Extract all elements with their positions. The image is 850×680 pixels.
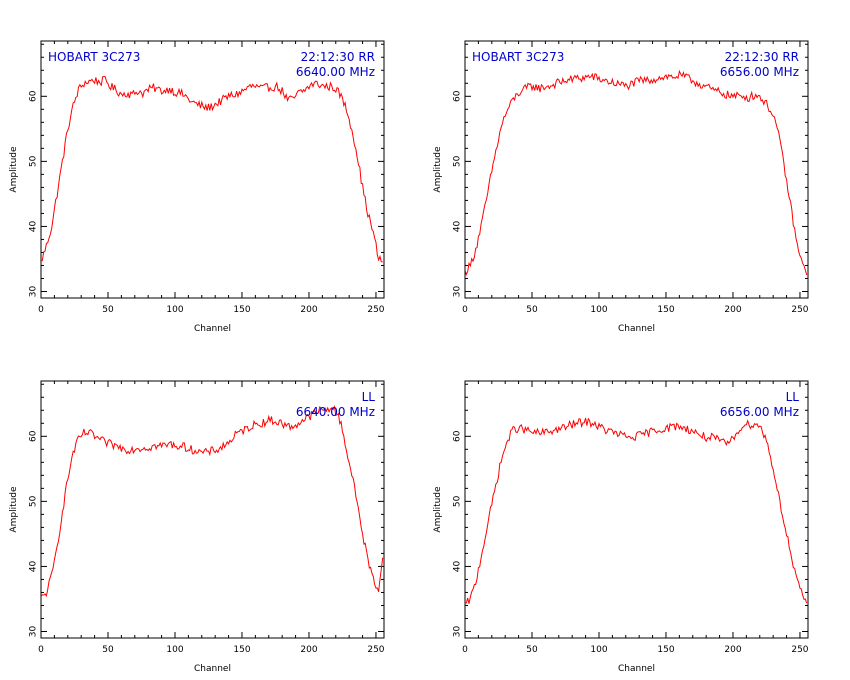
y-tick-label: 30 <box>453 285 463 297</box>
chart-panel-3: 0 50 100 150 200 250 30 40 50 60 Channel Amplitude L… <box>9 380 385 674</box>
chart-panel-1: 0 50 100 150 200 250 30 40 50 60 Channel Amplitude H… <box>9 40 385 334</box>
x-tick-label: 200 <box>724 645 741 655</box>
y-axis-label: Amplitude <box>433 146 443 193</box>
x-tick-label: 0 <box>38 645 44 655</box>
x-tick-label: 0 <box>38 305 44 315</box>
frequency-label: 6656.00 MHz <box>720 405 799 419</box>
y-axis-label: Amplitude <box>9 146 19 193</box>
y-tick-label: 50 <box>29 155 39 167</box>
plot-frame <box>40 40 385 299</box>
plot-frame <box>464 380 809 639</box>
spectrum-series-line <box>465 417 808 604</box>
x-tick-label: 0 <box>462 305 468 315</box>
chart-panel-2: 0 50 100 150 200 250 30 40 50 60 Channel Amplitude H… <box>433 40 809 334</box>
x-tick-label: 250 <box>791 645 808 655</box>
y-tick-label: 40 <box>453 220 463 232</box>
time-pol-label: 22:12:30 RR <box>301 50 375 64</box>
source-label: HOBART 3C273 <box>472 50 564 64</box>
plot-frame <box>464 40 809 299</box>
x-tick-label: 150 <box>233 305 250 315</box>
time-pol-label: LL <box>362 390 376 404</box>
y-tick-label: 40 <box>453 560 463 572</box>
source-label: HOBART 3C273 <box>48 50 140 64</box>
x-tick-label: 250 <box>367 305 384 315</box>
y-tick-label: 50 <box>29 495 39 507</box>
x-tick-label: 100 <box>166 305 183 315</box>
frequency-label: 6640.00 MHz <box>296 405 375 419</box>
y-tick-label: 30 <box>29 285 39 297</box>
x-tick-label: 50 <box>102 645 114 655</box>
spectrum-series-line <box>41 75 383 263</box>
y-tick-label: 60 <box>29 430 39 442</box>
y-tick-label: 30 <box>453 625 463 637</box>
plot-frame <box>40 380 385 639</box>
x-tick-label: 150 <box>233 645 250 655</box>
spectrum-series-line <box>41 404 384 598</box>
y-tick-label: 50 <box>453 155 463 167</box>
y-axis-label: Amplitude <box>433 486 443 533</box>
x-tick-label: 100 <box>590 645 607 655</box>
chart-panel-4: 0 50 100 150 200 250 30 40 50 60 Channel Amplitude L… <box>433 380 809 674</box>
spectrum-series-line <box>465 69 808 276</box>
y-tick-label: 60 <box>29 90 39 102</box>
time-pol-label: 22:12:30 RR <box>725 50 799 64</box>
x-tick-label: 0 <box>462 645 468 655</box>
x-tick-label: 200 <box>300 305 317 315</box>
x-tick-label: 50 <box>102 305 114 315</box>
x-tick-label: 50 <box>526 305 538 315</box>
x-axis-label: Channel <box>618 324 655 334</box>
y-tick-label: 50 <box>453 495 463 507</box>
y-tick-label: 30 <box>29 625 39 637</box>
x-tick-label: 50 <box>526 645 538 655</box>
y-tick-label: 40 <box>29 560 39 572</box>
x-axis-label: Channel <box>194 664 231 674</box>
x-axis-label: Channel <box>618 664 655 674</box>
x-tick-label: 200 <box>300 645 317 655</box>
y-axis-label: Amplitude <box>9 486 19 533</box>
y-tick-label: 40 <box>29 220 39 232</box>
frequency-label: 6640.00 MHz <box>296 65 375 79</box>
x-axis-label: Channel <box>194 324 231 334</box>
y-tick-label: 60 <box>453 430 463 442</box>
x-tick-label: 150 <box>657 645 674 655</box>
x-tick-label: 150 <box>657 305 674 315</box>
x-tick-label: 200 <box>724 305 741 315</box>
time-pol-label: LL <box>786 390 800 404</box>
x-tick-label: 250 <box>367 645 384 655</box>
y-tick-label: 60 <box>453 90 463 102</box>
x-tick-label: 100 <box>590 305 607 315</box>
x-tick-label: 250 <box>791 305 808 315</box>
frequency-label: 6656.00 MHz <box>720 65 799 79</box>
x-tick-label: 100 <box>166 645 183 655</box>
